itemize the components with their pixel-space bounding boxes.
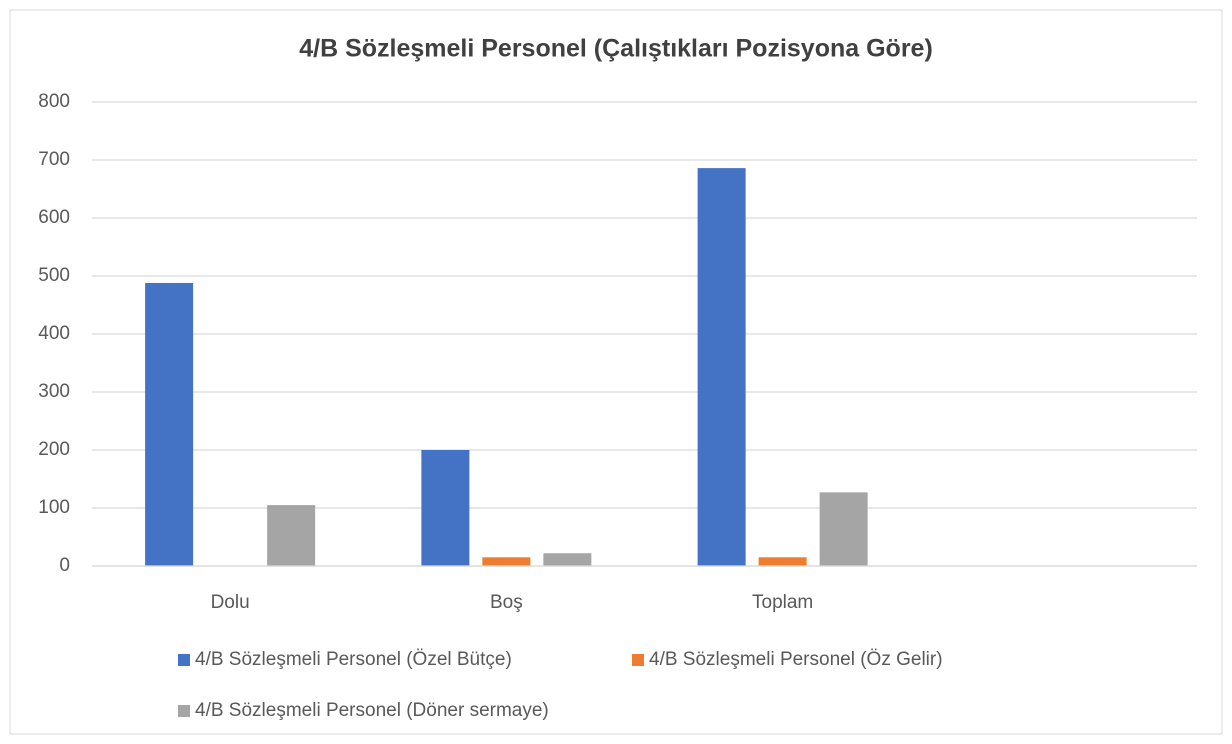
legend-swatch [178, 654, 190, 666]
y-tick-label: 600 [38, 207, 70, 228]
y-tick-label: 800 [38, 91, 70, 112]
y-tick-label: 100 [38, 497, 70, 518]
y-tick-label: 0 [59, 555, 70, 576]
bar [697, 168, 746, 566]
legend-label: 4/B Sözleşmeli Personel (Özel Bütçe) [195, 649, 512, 670]
legend-swatch [178, 705, 190, 717]
y-tick-label: 700 [38, 149, 70, 170]
chart-title: 4/B Sözleşmeli Personel (Çalıştıkları Po… [299, 35, 933, 63]
bar [543, 553, 592, 566]
legend-label: 4/B Sözleşmeli Personel (Öz Gelir) [649, 649, 943, 670]
legend-label: 4/B Sözleşmeli Personel (Döner sermaye) [195, 700, 549, 721]
y-tick-label: 300 [38, 381, 70, 402]
bar [819, 492, 868, 566]
bar [267, 505, 316, 566]
x-tick-label: Dolu [211, 592, 250, 613]
bar [482, 557, 531, 566]
y-tick-label: 200 [38, 439, 70, 460]
legend-swatch [632, 654, 644, 666]
bar [758, 557, 807, 566]
bar [145, 282, 194, 566]
x-tick-label: Toplam [752, 592, 813, 613]
y-tick-label: 500 [38, 265, 70, 286]
chart-frame [9, 9, 1223, 735]
y-tick-label: 400 [38, 323, 70, 344]
x-tick-label: Boş [490, 592, 523, 613]
bar [421, 450, 470, 566]
